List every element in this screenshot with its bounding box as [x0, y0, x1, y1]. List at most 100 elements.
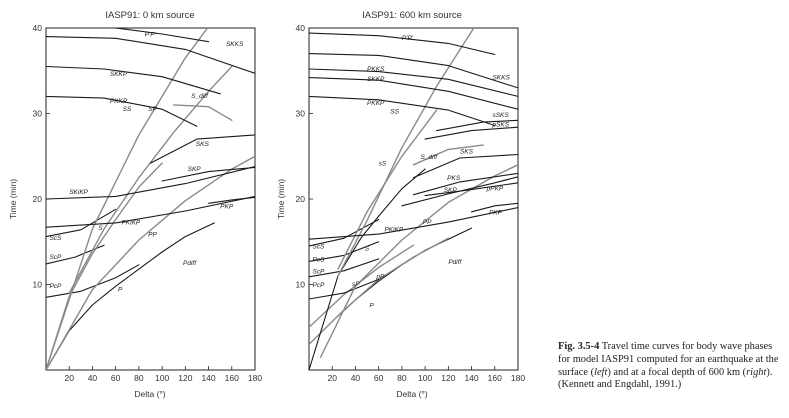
curve-scp: [309, 258, 380, 278]
x-tick-label: 160: [488, 373, 502, 383]
phase-label: PKKP: [367, 100, 385, 107]
curve-pkikp: [46, 195, 255, 228]
y-tick-label: 20: [33, 194, 43, 204]
curve-pp: [309, 237, 449, 346]
x-tick-label: 80: [397, 373, 407, 383]
curve-p-p-: [115, 28, 210, 43]
curve-pkikp: [309, 207, 518, 240]
phase-label: PP: [148, 232, 157, 239]
plot-frame: [45, 27, 256, 371]
x-tick-label: 120: [441, 373, 455, 383]
phase-label: P'P': [145, 32, 157, 39]
phase-label: PP: [423, 219, 432, 226]
x-axis-label: Delta (°): [134, 389, 165, 399]
y-tick-label: 20: [296, 194, 306, 204]
panel-surface-source: IASP91: 0 km source 20 40 60 80 100 120 140 160…: [8, 10, 262, 399]
x-tick-label: 120: [178, 373, 192, 383]
curve-pkkp: [46, 95, 198, 127]
caption-text-1: Travel time curves for body wave phases …: [558, 341, 779, 378]
curve-pp: [319, 164, 518, 358]
curve-skks: [309, 53, 518, 89]
phase-label: SS: [123, 106, 132, 113]
caption-text-3: ). (Kennett and Engdahl, 1991.): [558, 366, 773, 391]
y-axis-label: Time (min): [276, 179, 286, 219]
phase-label: pP: [375, 274, 385, 281]
y-tick-label: 10: [33, 280, 43, 290]
curve-scp: [46, 244, 105, 265]
caption-text-2: ) and at a focal depth of 600 km (: [607, 366, 747, 378]
phase-label: PcP: [49, 283, 62, 290]
x-tick-label: 160: [225, 373, 239, 383]
travel-time-curves: [46, 28, 255, 370]
phase-label: S_diff: [191, 93, 209, 100]
y-tick-label: 40: [33, 23, 43, 33]
curve-skkp: [46, 65, 221, 95]
phase-label: pPKP: [486, 185, 504, 192]
curve-psks: [424, 126, 518, 140]
y-tick-label: 30: [33, 109, 43, 119]
curve-pkp: [208, 196, 255, 204]
phase-label: sP: [352, 281, 360, 288]
y-axis-label: Time (min): [8, 179, 18, 219]
phase-label: SP: [148, 106, 157, 113]
curve-pp: [46, 155, 255, 370]
curve-ss: [337, 28, 475, 277]
x-tick-label: 80: [134, 373, 144, 383]
phase-label: PcP: [312, 282, 325, 289]
axis-ticks: 20 40 60 80 100 120 140 160 180 10 20 30 40: [296, 23, 526, 383]
x-tick-label: 60: [374, 373, 384, 383]
curve-pcp: [309, 278, 380, 300]
phase-label: ScP: [49, 254, 62, 261]
caption-right: right: [746, 366, 767, 378]
curve-s-diff: [172, 104, 233, 122]
figure-caption: Fig. 3.5-4 Travel time curves for body w…: [558, 341, 784, 392]
curve-skks: [46, 36, 255, 74]
caption-left: left: [594, 366, 608, 378]
x-tick-label: 140: [201, 373, 215, 383]
phase-label: pSKS: [491, 121, 509, 128]
phase-label: PKiKP: [121, 220, 140, 227]
x-tick-label: 40: [351, 373, 361, 383]
phase-labels: P Pdiff pP sP PcP ScP ScS PcS S PP SS sS S_diff pPKP P…: [312, 35, 510, 310]
curve-scs: [309, 218, 380, 247]
phase-label: sS: [379, 161, 387, 168]
curve-scs: [46, 208, 117, 238]
curve-pcp: [46, 264, 140, 298]
y-tick-label: 30: [296, 109, 306, 119]
curve-skkp: [309, 77, 518, 110]
chart-title: IASP91: 600 km source: [362, 10, 462, 21]
phase-label: SS: [390, 109, 399, 116]
curve-pdiff: [161, 222, 215, 253]
x-tick-label: 20: [327, 373, 337, 383]
phase-label: PKKP: [110, 98, 128, 105]
phase-label: ScS: [49, 235, 62, 242]
curve-sp: [68, 65, 233, 294]
curve-pcs: [309, 241, 380, 262]
phase-label: PcS: [312, 256, 325, 263]
phase-label: Pdiff: [183, 260, 197, 267]
phase-label: PKS: [447, 175, 461, 182]
curve-pkkp: [309, 95, 496, 127]
y-tick-label: 40: [296, 23, 306, 33]
curve-sks: [412, 153, 518, 179]
phase-label: SKiKP: [69, 189, 88, 196]
chart-title: IASP91: 0 km source: [105, 10, 194, 21]
curve-pkks: [309, 68, 518, 97]
x-tick-label: 20: [64, 373, 74, 383]
curve-p: [46, 251, 163, 370]
curve-ppkp: [424, 182, 518, 197]
phase-label: SKKS: [226, 41, 244, 48]
curve-skp: [401, 176, 518, 207]
axis-ticks: 20 40 60 80 100 120 140 160 180 10 20 30 40: [33, 23, 263, 383]
figure-label: Fig. 3.5-4: [558, 341, 600, 352]
travel-time-curves: [309, 28, 518, 370]
x-tick-label: 180: [511, 373, 525, 383]
phase-label: P: [369, 303, 374, 310]
x-tick-label: 100: [155, 373, 169, 383]
curve-pkp: [471, 202, 518, 213]
curve-s: [46, 162, 163, 370]
phase-label: ScP: [312, 268, 325, 275]
x-tick-label: 180: [248, 373, 262, 383]
curve-ss: [46, 28, 209, 370]
